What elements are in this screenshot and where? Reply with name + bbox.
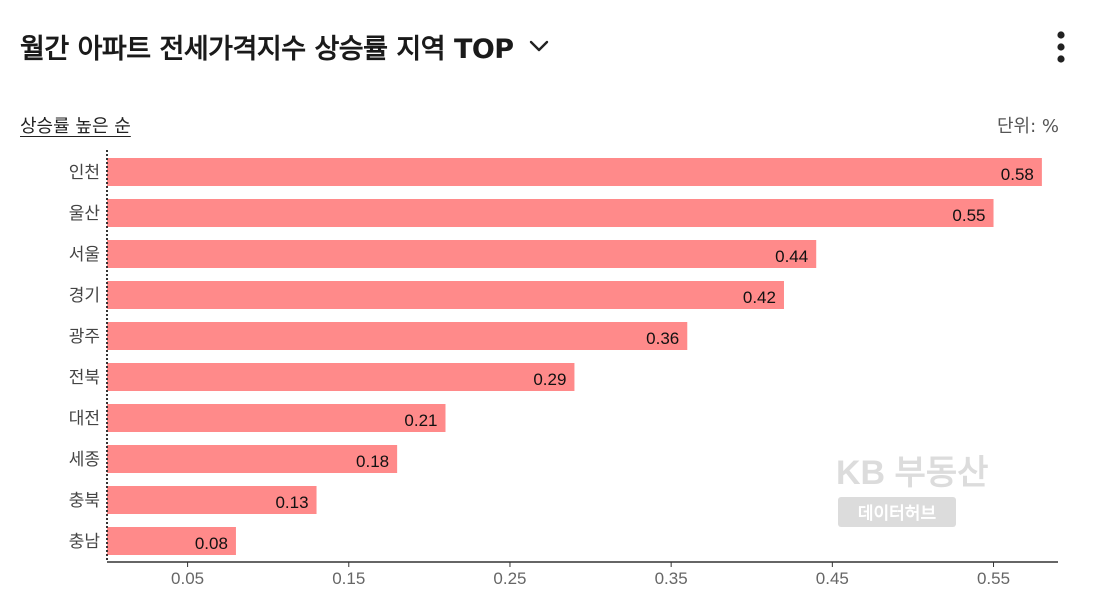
kb-watermark-logo: KB 부동산 데이터허브 xyxy=(836,454,988,527)
chart-title: 월간 아파트 전세가격지수 상승률 지역 TOP xyxy=(20,33,514,65)
watermark-badge xyxy=(838,497,956,527)
category-label: 전북 xyxy=(69,368,100,388)
bar-5[interactable] xyxy=(107,363,575,391)
bar-value-label: 0.42 xyxy=(743,288,776,307)
bar-0[interactable] xyxy=(107,158,1042,186)
bar-3[interactable] xyxy=(107,281,784,309)
bar-value-label: 0.18 xyxy=(356,452,389,471)
category-label: 경기 xyxy=(69,286,100,306)
x-tick-label: 0.25 xyxy=(493,569,526,588)
category-label: 광주 xyxy=(69,327,100,347)
watermark-brand: KB 부동산 xyxy=(836,454,988,492)
more-vertical-icon[interactable] xyxy=(1046,28,1076,68)
category-label: 세종 xyxy=(69,450,100,470)
category-label: 인천 xyxy=(69,163,100,183)
category-label: 서울 xyxy=(69,245,100,265)
bar-value-label: 0.13 xyxy=(275,493,308,512)
bar-value-label: 0.21 xyxy=(404,411,437,430)
bar-2[interactable] xyxy=(107,240,817,268)
chart-title-dropdown[interactable]: 월간 아파트 전세가격지수 상승률 지역 TOP xyxy=(20,22,550,70)
sort-order-link[interactable]: 상승률 높은 순 xyxy=(20,116,131,137)
bar-value-label: 0.55 xyxy=(952,206,985,225)
category-label: 충남 xyxy=(69,532,101,552)
bar-9[interactable] xyxy=(107,527,236,555)
x-tick-label: 0.35 xyxy=(655,569,688,588)
bar-4[interactable] xyxy=(107,322,688,350)
bar-1[interactable] xyxy=(107,199,994,227)
unit-label: 단위: % xyxy=(996,116,1059,137)
category-label: 충북 xyxy=(69,491,100,511)
bar-value-label: 0.08 xyxy=(195,534,228,553)
bar-value-label: 0.29 xyxy=(533,370,566,389)
x-tick-label: 0.15 xyxy=(332,569,365,588)
bar-7[interactable] xyxy=(107,445,398,473)
bar-value-label: 0.44 xyxy=(775,247,808,266)
bar-6[interactable] xyxy=(107,404,446,432)
bar-value-label: 0.36 xyxy=(646,329,679,348)
bar-value-label: 0.58 xyxy=(1001,165,1034,184)
category-label: 대전 xyxy=(69,409,100,429)
x-tick-label: 0.45 xyxy=(816,569,849,588)
watermark-sub: 데이터허브 xyxy=(858,504,937,524)
chevron-down-icon[interactable] xyxy=(528,35,550,57)
category-label: 울산 xyxy=(69,204,101,224)
x-tick-label: 0.55 xyxy=(977,569,1010,588)
bar-8[interactable] xyxy=(107,486,317,514)
x-tick-label: 0.05 xyxy=(171,569,204,588)
